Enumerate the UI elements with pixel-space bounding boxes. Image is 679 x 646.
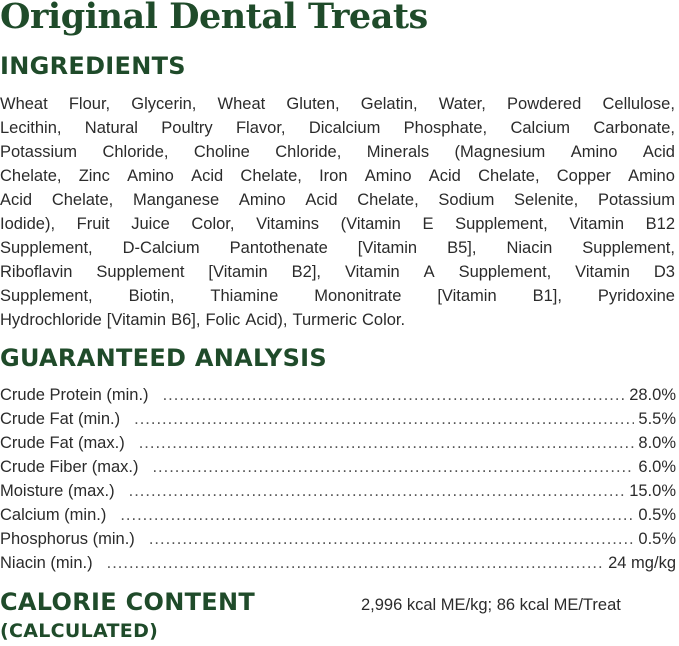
dot-leader: ........................................… xyxy=(162,386,626,404)
guaranteed-analysis-table: Crude Protein (min.)....................… xyxy=(0,383,676,575)
ingredients-line: Hydrochloride [Vitamin B6], Folic Acid), Turm… xyxy=(0,311,406,329)
analysis-label: Phosphorus (min.) xyxy=(0,530,135,548)
analysis-value: 0.5% xyxy=(638,530,676,548)
dot-leader: ........................................… xyxy=(138,434,635,452)
ingredients-line: Iodide), Fruit Juice Color, Vitamins (Vitamin… xyxy=(0,215,675,233)
calorie-calculated-label: (CALCULATED) xyxy=(0,620,159,642)
analysis-label: Niacin (min.) xyxy=(0,554,93,572)
calorie-content-heading: CALORIE CONTENT xyxy=(0,588,256,616)
analysis-row: Niacin (min.)...........................… xyxy=(0,551,676,575)
ingredients-line: Potassium Chloride, Choline Chloride, Minera… xyxy=(0,143,675,161)
analysis-value: 24 mg/kg xyxy=(608,554,676,572)
ingredients-heading: INGREDIENTS xyxy=(0,52,186,80)
analysis-label: Calcium (min.) xyxy=(0,506,107,524)
analysis-row: Crude Fat (max.)........................… xyxy=(0,431,676,455)
analysis-value: 5.5% xyxy=(638,410,676,428)
page-title: Original Dental Treats xyxy=(0,0,428,37)
analysis-row: Crude Fat (min.)........................… xyxy=(0,407,676,431)
calorie-content-value: 2,996 kcal ME/kg; 86 kcal ME/Treat xyxy=(361,596,621,614)
dot-leader: ........................................… xyxy=(148,530,635,548)
analysis-row: Phosphorus (min.).......................… xyxy=(0,527,676,551)
ingredients-line: Riboflavin Supplement [Vitamin B2], Vitamin A… xyxy=(0,263,675,281)
analysis-value: 8.0% xyxy=(638,434,676,452)
analysis-label: Moisture (max.) xyxy=(0,482,115,500)
analysis-value: 15.0% xyxy=(629,482,676,500)
guaranteed-analysis-heading: GUARANTEED ANALYSIS xyxy=(0,344,327,372)
ingredients-line: Supplement, D-Calcium Pantothenate [Vitamin… xyxy=(0,239,675,257)
analysis-row: Calcium (min.)..........................… xyxy=(0,503,676,527)
analysis-row: Crude Fiber (max.)......................… xyxy=(0,455,676,479)
ingredients-line: Acid Chelate, Manganese Amino Acid Chelate, So… xyxy=(0,191,675,209)
analysis-row: Crude Protein (min.)....................… xyxy=(0,383,676,407)
ingredients-line: Wheat Flour, Glycerin, Wheat Gluten, Gelatin,… xyxy=(0,95,675,113)
dot-leader: ........................................… xyxy=(106,554,605,572)
ingredients-list: Wheat Flour, Glycerin, Wheat Gluten, Gelatin,… xyxy=(0,92,675,332)
analysis-label: Crude Fat (min.) xyxy=(0,410,121,428)
analysis-label: Crude Protein (min.) xyxy=(0,386,149,404)
dot-leader: ........................................… xyxy=(152,458,635,476)
analysis-value: 0.5% xyxy=(638,506,676,524)
ingredients-line: Lecithin, Natural Poultry Flavor, Dicalcium P… xyxy=(0,119,675,137)
ingredients-line: Supplement, Biotin, Thiamine Mononitrate [Vi… xyxy=(0,287,675,305)
dot-leader: ........................................… xyxy=(120,506,635,524)
dot-leader: ........................................… xyxy=(134,410,634,428)
analysis-label: Crude Fiber (max.) xyxy=(0,458,139,476)
ingredients-line: Chelate, Zinc Amino Acid Chelate, Iron Amino Ac… xyxy=(0,167,675,185)
dot-leader: ........................................… xyxy=(128,482,626,500)
analysis-row: Moisture (max.).........................… xyxy=(0,479,676,503)
analysis-label: Crude Fat (max.) xyxy=(0,434,125,452)
analysis-value: 6.0% xyxy=(638,458,676,476)
analysis-value: 28.0% xyxy=(629,386,676,404)
